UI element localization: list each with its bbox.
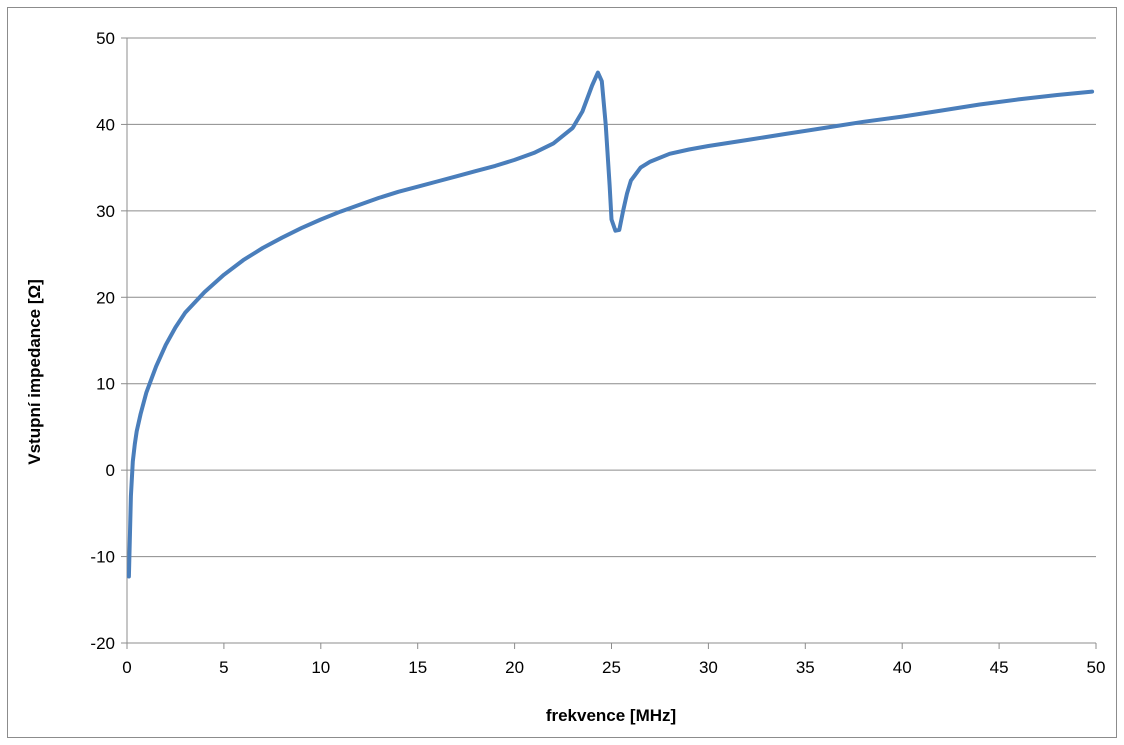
- x-tick-label: 30: [699, 658, 718, 677]
- x-tick-label: 35: [796, 658, 815, 677]
- x-tick-label: 10: [311, 658, 330, 677]
- y-tick-label: 50: [96, 29, 115, 48]
- y-axis-title: Vstupní impedance [Ω]: [25, 279, 44, 465]
- y-tick-label: -20: [90, 634, 115, 653]
- series-line: [126, 70, 1095, 579]
- axes: [121, 37, 1097, 649]
- x-tick-label: 5: [219, 658, 228, 677]
- x-tick-label: 15: [408, 658, 427, 677]
- x-tick-label: 20: [505, 658, 524, 677]
- y-tick-label: -10: [90, 548, 115, 567]
- x-tick-label: 50: [1087, 658, 1106, 677]
- series-group: [126, 70, 1095, 579]
- x-axis-title: frekvence [MHz]: [546, 706, 676, 725]
- y-tick-labels: -20 -10 0 10 20 30 40 50: [90, 29, 115, 653]
- x-tick-label: 45: [990, 658, 1009, 677]
- gridlines: [127, 37, 1096, 558]
- y-tick-label: 30: [96, 202, 115, 221]
- x-tick-labels: 0 5 10 15 20 25 30 35 40 45 50: [122, 658, 1105, 677]
- x-tick-label: 25: [602, 658, 621, 677]
- y-tick-label: 10: [96, 375, 115, 394]
- chart-frame: [7, 7, 1117, 738]
- y-tick-label: 0: [106, 461, 115, 480]
- y-tick-label: 40: [96, 115, 115, 134]
- x-tick-label: 40: [893, 658, 912, 677]
- x-tick-label: 0: [122, 658, 131, 677]
- y-tick-label: 20: [96, 288, 115, 307]
